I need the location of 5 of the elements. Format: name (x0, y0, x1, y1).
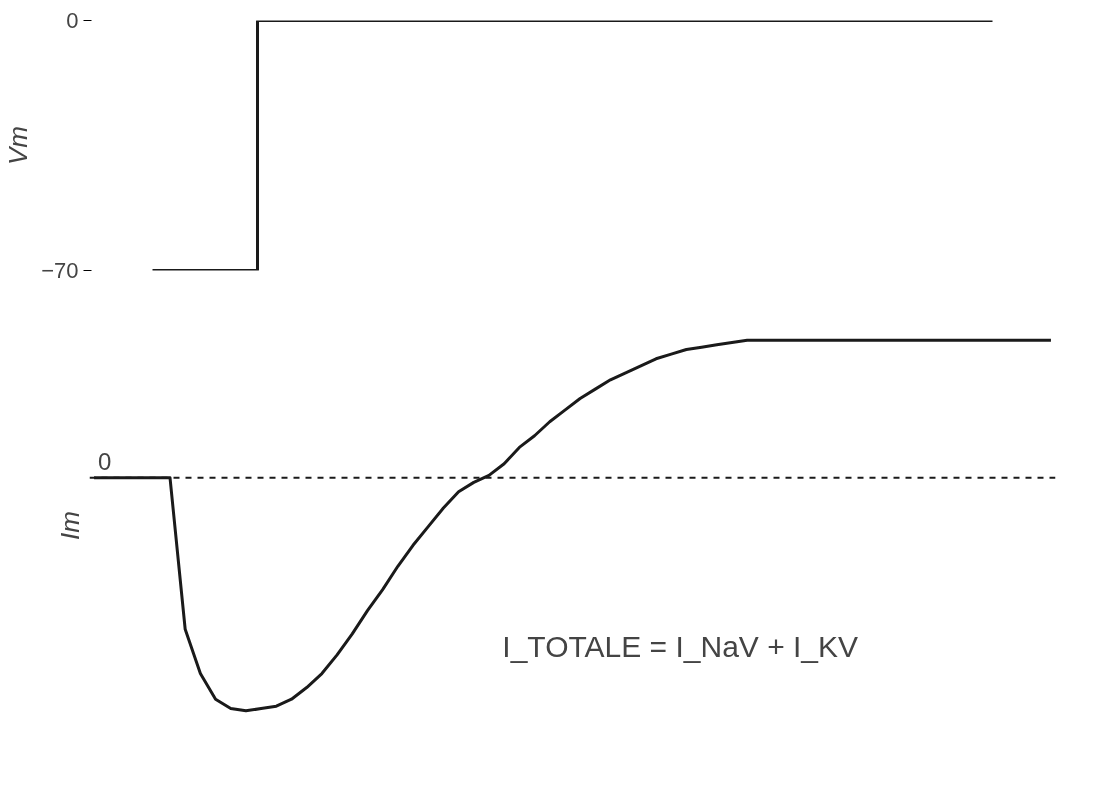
y-axis-title: Im (54, 511, 85, 540)
annotation: I_TOTALE = I_NaV + I_KV (502, 630, 859, 664)
y-axis-title: Vm (3, 126, 34, 165)
y-tick-label: −70 (41, 258, 79, 283)
ref-line-label: 0 (98, 447, 112, 475)
